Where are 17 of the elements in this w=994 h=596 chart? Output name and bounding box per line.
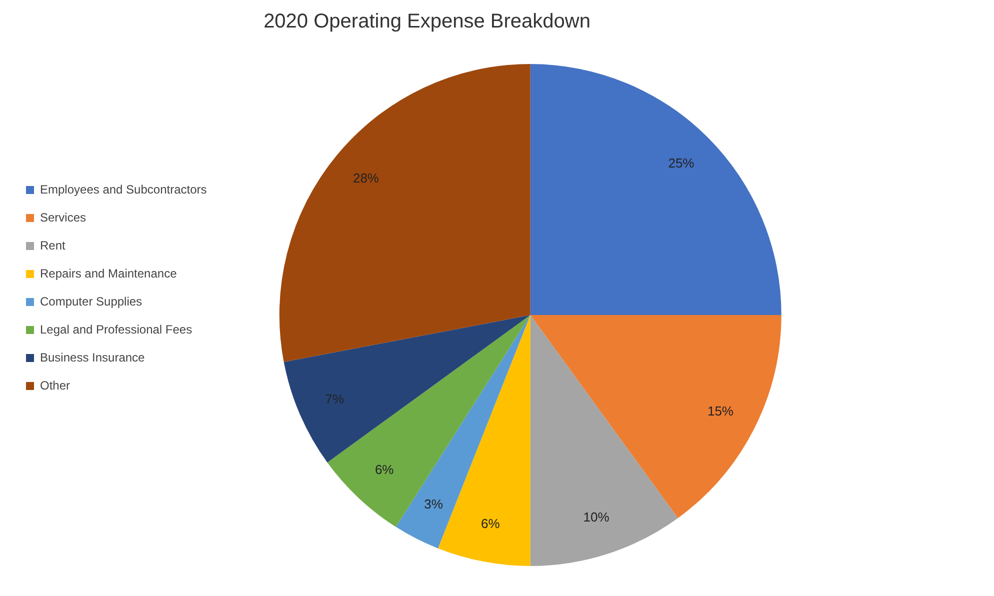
data-label: 28% [352,170,380,186]
data-label: 7% [325,391,344,406]
data-label: 6% [374,462,394,478]
data-label: 15% [707,403,734,418]
legend-label: Employees and Subcontractors [40,182,207,196]
legend-label: Repairs and Maintenance [40,266,178,280]
data-label: 3% [424,496,444,512]
legend-label: Business Insurance [40,350,146,364]
data-label: 25% [668,156,695,171]
data-label: 6% [481,516,500,532]
legend-label: Other [40,378,70,392]
legend-label: Computer Supplies [40,294,142,308]
data-label: 10% [583,509,610,524]
chart-title: 2020 Operating Expense Breakdown [264,10,590,33]
legend-label: Services [40,210,86,224]
legend-label: Legal and Professional Fees [40,322,192,336]
legend-label: Rent [40,238,66,252]
